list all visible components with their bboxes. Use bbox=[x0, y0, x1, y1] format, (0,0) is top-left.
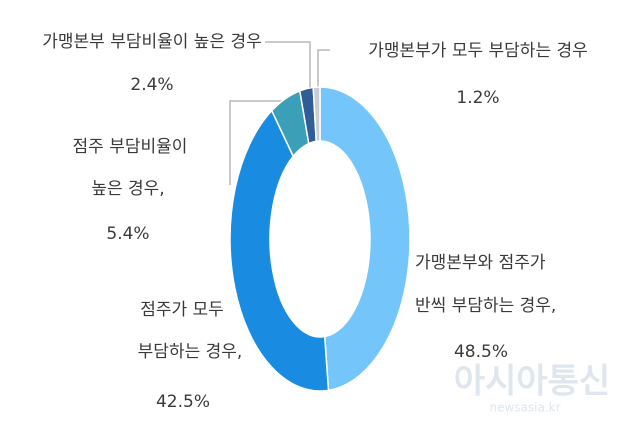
leader-line bbox=[229, 100, 286, 185]
category-label: 가맹본부가 모두 부담하는 경우 bbox=[368, 41, 588, 61]
category-label: 부담하는 경우, bbox=[138, 342, 243, 362]
category-label: 반씩 부담하는 경우, bbox=[415, 296, 556, 316]
category-label: 가맹본부 부담비율이 높은 경우 bbox=[42, 32, 262, 52]
category-label: 점주 부담비율이 bbox=[73, 137, 188, 157]
value-label: 48.5% bbox=[454, 342, 508, 362]
category-label: 높은 경우, bbox=[91, 179, 164, 199]
value-label: 2.4% bbox=[130, 75, 173, 95]
value-label: 42.5% bbox=[156, 392, 210, 412]
donut-segment bbox=[312, 86, 321, 143]
leader-line bbox=[317, 49, 330, 90]
donut-segment bbox=[229, 109, 330, 392]
category-label: 점주가 모두 bbox=[140, 300, 224, 320]
value-label: 1.2% bbox=[456, 88, 499, 108]
value-label: 5.4% bbox=[106, 224, 149, 244]
watermark: newsasia.kr bbox=[489, 401, 560, 415]
watermark: 아시아통신 bbox=[454, 362, 610, 402]
donut-segment bbox=[319, 86, 411, 392]
leader-line bbox=[265, 41, 311, 90]
category-label: 가맹본부와 점주가 bbox=[415, 253, 546, 273]
